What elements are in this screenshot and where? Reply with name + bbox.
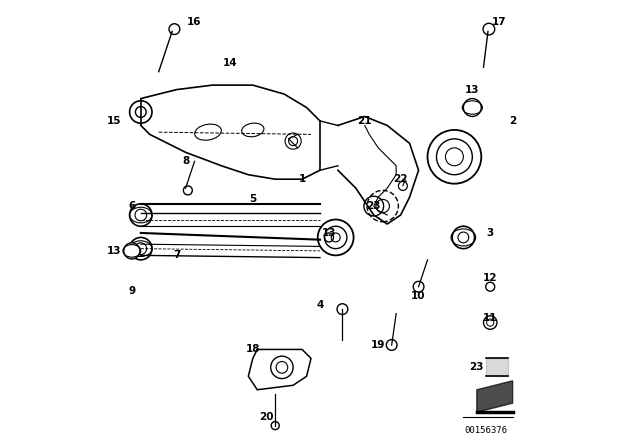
Circle shape <box>317 220 354 255</box>
Text: 3: 3 <box>486 228 494 238</box>
Text: 4: 4 <box>316 300 324 310</box>
Text: 14: 14 <box>223 58 237 68</box>
Text: 10: 10 <box>412 291 426 301</box>
Text: 6: 6 <box>128 201 136 211</box>
Text: 5: 5 <box>249 194 257 204</box>
Circle shape <box>130 204 152 226</box>
Circle shape <box>130 237 152 260</box>
Circle shape <box>413 281 424 292</box>
Text: 13: 13 <box>322 228 336 238</box>
Polygon shape <box>486 358 508 376</box>
Text: 16: 16 <box>188 17 202 27</box>
Circle shape <box>124 243 140 259</box>
Text: 8: 8 <box>182 156 189 166</box>
Circle shape <box>271 422 279 430</box>
Text: 19: 19 <box>371 340 385 350</box>
Circle shape <box>452 226 474 249</box>
Text: 13: 13 <box>465 85 479 95</box>
Text: 2: 2 <box>509 116 516 126</box>
Text: 17: 17 <box>492 17 506 27</box>
Text: 22: 22 <box>394 174 408 184</box>
Text: 11: 11 <box>483 313 497 323</box>
Circle shape <box>486 282 495 291</box>
Text: 00156376: 00156376 <box>464 426 508 435</box>
Circle shape <box>428 130 481 184</box>
Text: 23: 23 <box>470 362 484 372</box>
Text: 20: 20 <box>259 412 273 422</box>
Text: 13: 13 <box>107 246 121 256</box>
Text: 1: 1 <box>298 174 306 184</box>
Circle shape <box>271 356 293 379</box>
Text: 9: 9 <box>128 286 136 296</box>
Text: 12: 12 <box>483 273 497 283</box>
Circle shape <box>483 23 495 35</box>
Polygon shape <box>477 381 513 412</box>
Text: 7: 7 <box>173 250 180 260</box>
Text: 23: 23 <box>367 201 381 211</box>
Circle shape <box>169 24 180 34</box>
Text: 15: 15 <box>107 116 121 126</box>
Text: 21: 21 <box>358 116 372 126</box>
Circle shape <box>463 99 481 116</box>
Circle shape <box>130 101 152 123</box>
Circle shape <box>387 340 397 350</box>
Text: 18: 18 <box>246 345 260 354</box>
Circle shape <box>484 316 497 329</box>
